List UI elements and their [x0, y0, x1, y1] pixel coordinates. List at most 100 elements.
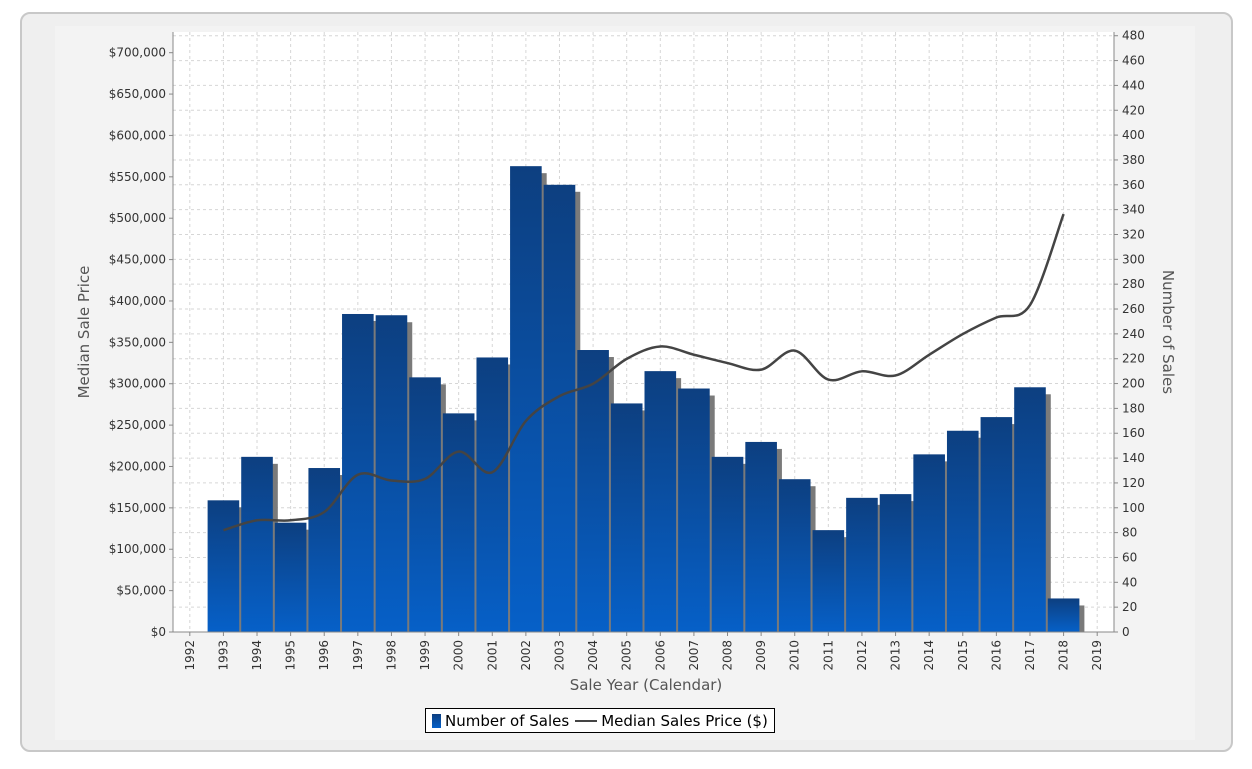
median-price-line — [223, 213, 1065, 532]
bar-2012 — [846, 497, 878, 632]
bar-2002 — [510, 166, 542, 632]
x-tick-label-1998: 1998 — [384, 640, 398, 671]
x-tick-label-1992: 1992 — [183, 640, 197, 671]
y-left-tick-label: $550,000 — [109, 170, 166, 184]
x-tick-label-2001: 2001 — [485, 640, 499, 671]
y-left-tick-label: $300,000 — [109, 377, 166, 391]
y-right-tick-label: 20 — [1122, 600, 1137, 614]
y-right-tick-label: 40 — [1122, 575, 1137, 589]
x-tick-label-2002: 2002 — [519, 640, 533, 671]
bar-2009 — [745, 441, 777, 632]
y-left-tick-label: $500,000 — [109, 211, 166, 225]
bar-2015 — [946, 430, 979, 632]
y-right-tick-label: 420 — [1122, 103, 1145, 117]
y-right-tick-label: 120 — [1122, 476, 1145, 490]
bar-2016 — [980, 417, 1013, 632]
y-left-tick-label: $200,000 — [109, 459, 166, 473]
x-tick-label-2005: 2005 — [620, 640, 634, 671]
x-tick-label-2013: 2013 — [889, 640, 903, 671]
y-left-tick-label: $650,000 — [109, 87, 166, 101]
y-right-tick-label: 240 — [1122, 327, 1145, 341]
bar-2010 — [778, 479, 811, 632]
bar-2013 — [879, 494, 912, 632]
x-tick-label-2000: 2000 — [452, 640, 466, 671]
x-tick-label-2010: 2010 — [788, 640, 802, 671]
x-tick-label-2007: 2007 — [687, 640, 701, 671]
bar-2017 — [1014, 387, 1046, 632]
y-left-tick-label: $700,000 — [109, 46, 166, 60]
legend-bar-swatch — [432, 713, 441, 728]
legend: Number of Sales Median Sales Price ($) — [425, 708, 775, 733]
y-left-tick-label: $450,000 — [109, 253, 166, 267]
x-tick-label-2014: 2014 — [922, 640, 936, 671]
bar-2007 — [678, 388, 710, 632]
y-axis-right-title: Number of Sales — [1159, 270, 1177, 394]
bar-1999 — [409, 377, 441, 632]
y-right-tick-label: 280 — [1122, 277, 1145, 291]
y-right-tick-label: 160 — [1122, 426, 1145, 440]
y-right-tick-label: 260 — [1122, 302, 1145, 316]
bars-series — [207, 166, 1085, 632]
bar-2004 — [577, 350, 609, 632]
y-right-tick-label: 400 — [1122, 128, 1145, 142]
bar-2006 — [644, 371, 677, 632]
bar-2005 — [610, 403, 643, 632]
y-right-tick-label: 320 — [1122, 227, 1145, 241]
bar-1995 — [274, 522, 307, 632]
y-right-tick-label: 340 — [1122, 203, 1145, 217]
y-axis-left-title: Median Sale Price — [75, 266, 93, 399]
y-left-tick-label: $100,000 — [109, 542, 166, 556]
bar-1994 — [241, 456, 273, 632]
x-tick-label-2017: 2017 — [1023, 640, 1037, 671]
x-tick-label-1995: 1995 — [284, 640, 298, 671]
y-right-tick-label: 220 — [1122, 352, 1145, 366]
bar-2008 — [711, 456, 744, 632]
x-tick-label-2012: 2012 — [855, 640, 869, 671]
y-right-tick-label: 180 — [1122, 401, 1145, 415]
x-tick-label-1999: 1999 — [418, 640, 432, 671]
y-right-tick-label: 80 — [1122, 526, 1137, 540]
x-tick-label-1994: 1994 — [250, 640, 264, 671]
y-right-tick-label: 480 — [1122, 29, 1145, 43]
y-right-tick-label: 60 — [1122, 550, 1137, 564]
bar-2018 — [1047, 598, 1080, 632]
x-tick-label-2008: 2008 — [721, 640, 735, 671]
bar-2014 — [913, 454, 945, 632]
x-tick-label-1993: 1993 — [216, 640, 230, 671]
y-right-tick-label: 0 — [1122, 625, 1130, 639]
legend-label-sales: Number of Sales — [445, 711, 570, 730]
bar-2001 — [476, 357, 509, 632]
y-right-tick-label: 200 — [1122, 377, 1145, 391]
x-tick-label-1996: 1996 — [317, 640, 331, 671]
bar-1998 — [375, 315, 408, 632]
bar-1996 — [308, 468, 341, 632]
x-tick-label-1997: 1997 — [351, 640, 365, 671]
y-right-tick-label: 440 — [1122, 78, 1145, 92]
bar-2011 — [812, 530, 845, 632]
y-right-tick-label: 460 — [1122, 54, 1145, 68]
legend-label-price: Median Sales Price ($) — [601, 711, 768, 730]
y-left-tick-label: $0 — [151, 625, 166, 639]
y-left-tick-label: $350,000 — [109, 335, 166, 349]
y-left-tick-label: $250,000 — [109, 418, 166, 432]
x-axis-title: Sale Year (Calendar) — [570, 676, 723, 694]
bar-2000 — [442, 413, 475, 632]
y-right-tick-label: 100 — [1122, 501, 1145, 515]
x-tick-label-2006: 2006 — [653, 640, 667, 671]
legend-line-swatch — [575, 719, 598, 722]
x-tick-label-2009: 2009 — [754, 640, 768, 671]
x-tick-label-2011: 2011 — [821, 640, 835, 671]
y-right-tick-label: 360 — [1122, 178, 1145, 192]
axes: $0 $50,000 $100,000 $150,000 $200,000 $250,00… — [109, 29, 1145, 671]
y-left-tick-label: $150,000 — [109, 501, 166, 515]
x-tick-label-2016: 2016 — [989, 640, 1003, 671]
x-tick-label-2003: 2003 — [552, 640, 566, 671]
y-left-tick-label: $400,000 — [109, 294, 166, 308]
x-tick-label-2015: 2015 — [956, 640, 970, 671]
y-left-tick-label: $50,000 — [116, 584, 166, 598]
x-tick-label-2018: 2018 — [1057, 640, 1071, 671]
y-right-tick-label: 380 — [1122, 153, 1145, 167]
bar-1993 — [207, 500, 240, 632]
y-left-tick-label: $600,000 — [109, 128, 166, 142]
x-tick-label-2019: 2019 — [1090, 640, 1104, 671]
